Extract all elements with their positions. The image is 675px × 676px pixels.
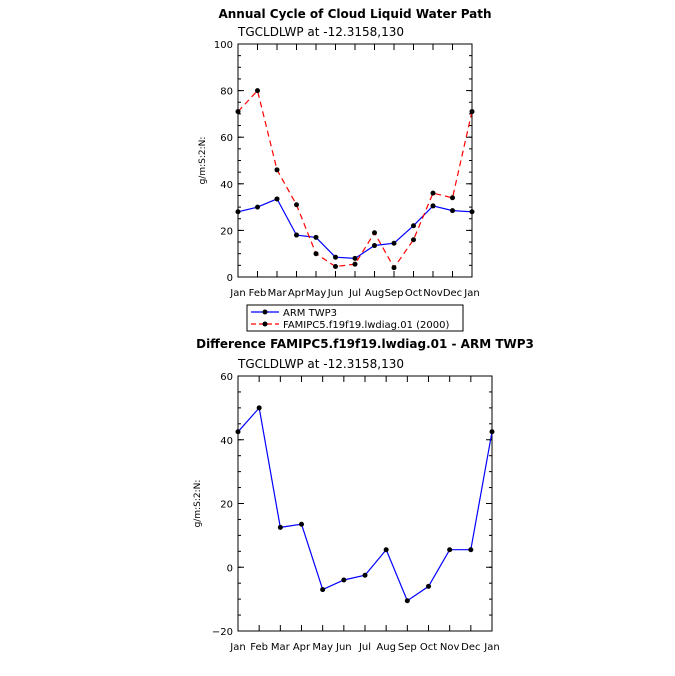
x-tick-label: Nov xyxy=(423,288,443,299)
data-point xyxy=(450,195,455,201)
data-point xyxy=(333,254,338,260)
data-point xyxy=(277,524,283,530)
data-point xyxy=(468,547,474,553)
data-point xyxy=(313,234,319,240)
x-tick-label: Jun xyxy=(327,288,344,299)
x-tick-label: Jan xyxy=(229,642,245,653)
x-tick-label: Jul xyxy=(358,642,371,653)
plot-frame xyxy=(237,43,473,278)
data-point xyxy=(372,243,377,249)
x-tick-label: Jul xyxy=(348,288,361,299)
x-tick-label: Dec xyxy=(443,288,462,299)
data-point xyxy=(320,587,326,593)
x-tick-label: Jun xyxy=(335,642,352,653)
data-point xyxy=(383,547,389,553)
x-tick-label: Dec xyxy=(461,642,480,653)
x-tick-label: May xyxy=(312,642,333,653)
legend-marker xyxy=(262,309,268,315)
legend-marker xyxy=(262,321,268,327)
series-line-1 xyxy=(237,198,473,260)
x-tick-label: Jan xyxy=(483,642,499,653)
x-tick-label: Jan xyxy=(229,288,245,299)
data-point xyxy=(372,230,377,236)
chart-2: Difference FAMIPC5.f19f19.lwdiag.01 - AR… xyxy=(193,337,534,653)
legend-label-2: FAMIPC5.f19f19.lwdiag.01 (2000) xyxy=(283,320,449,331)
data-point xyxy=(352,261,358,267)
x-tick-label: Aug xyxy=(376,642,396,653)
y-tick-label: 60 xyxy=(220,133,233,144)
data-point xyxy=(235,209,241,215)
x-tick-label: Feb xyxy=(249,288,267,299)
x-tick-label: Nov xyxy=(440,642,460,653)
data-point xyxy=(341,577,347,583)
data-point xyxy=(469,109,475,115)
y-tick-label: 100 xyxy=(214,40,233,51)
data-point xyxy=(255,204,260,210)
chart-subtitle: TGCLDLWP at -12.3158,130 xyxy=(237,357,404,371)
data-point xyxy=(256,405,262,411)
x-tick-label: Mar xyxy=(268,288,288,299)
x-tick-label: May xyxy=(306,288,327,299)
x-tick-label: Mar xyxy=(271,642,291,653)
data-point xyxy=(404,598,410,604)
data-point xyxy=(333,264,338,270)
x-tick-label: Oct xyxy=(420,642,437,653)
legend-box xyxy=(246,304,464,332)
x-tick-label: Apr xyxy=(288,288,306,299)
x-tick-label: Sep xyxy=(385,288,404,299)
y-tick-label: 0 xyxy=(227,563,233,574)
data-point xyxy=(391,240,397,246)
chart-subtitle: TGCLDLWP at -12.3158,130 xyxy=(237,25,404,39)
data-point xyxy=(294,232,299,238)
y-tick-label: 40 xyxy=(220,436,233,447)
x-tick-label: Sep xyxy=(398,642,417,653)
x-tick-label: Jan xyxy=(463,288,479,299)
data-point xyxy=(294,202,299,208)
chart-1: Annual Cycle of Cloud Liquid Water Path T… xyxy=(198,7,492,332)
x-tick-label: Oct xyxy=(405,288,422,299)
data-point xyxy=(411,237,416,243)
x-tick-label: Feb xyxy=(250,642,268,653)
data-point xyxy=(489,429,495,435)
y-axis-label: g/m:S:2:N: xyxy=(198,137,208,185)
x-tick-label: Apr xyxy=(293,642,311,653)
y-axis-label: g/m:S:2:N: xyxy=(193,480,203,528)
y-tick-label: 20 xyxy=(220,500,233,511)
y-tick-label: 40 xyxy=(220,180,233,191)
x-tick-label: Aug xyxy=(365,288,385,299)
data-point xyxy=(447,547,453,553)
data-point xyxy=(352,255,358,261)
data-point xyxy=(235,429,241,435)
chart-title: Difference FAMIPC5.f19f19.lwdiag.01 - AR… xyxy=(196,337,534,351)
data-point xyxy=(235,109,241,115)
data-point xyxy=(469,209,475,215)
data-point xyxy=(430,203,436,209)
data-point xyxy=(274,167,280,173)
y-tick-label: 20 xyxy=(220,226,233,237)
chart-title: Annual Cycle of Cloud Liquid Water Path xyxy=(218,7,491,21)
series-line-2 xyxy=(237,89,473,269)
data-point xyxy=(274,196,280,202)
data-point xyxy=(450,208,455,214)
data-point xyxy=(430,190,436,196)
y-tick-label: 0 xyxy=(227,273,233,284)
data-point xyxy=(255,88,260,94)
y-tick-label: 60 xyxy=(220,372,233,383)
data-point xyxy=(362,572,368,578)
data-point xyxy=(426,583,431,589)
series-line-1 xyxy=(237,406,493,602)
data-point xyxy=(411,223,416,229)
legend-label-1: ARM TWP3 xyxy=(283,308,337,319)
data-point xyxy=(299,521,304,527)
data-point xyxy=(313,251,319,257)
data-point xyxy=(391,265,397,271)
y-tick-label: 80 xyxy=(220,87,233,98)
y-tick-label: −20 xyxy=(212,627,233,638)
